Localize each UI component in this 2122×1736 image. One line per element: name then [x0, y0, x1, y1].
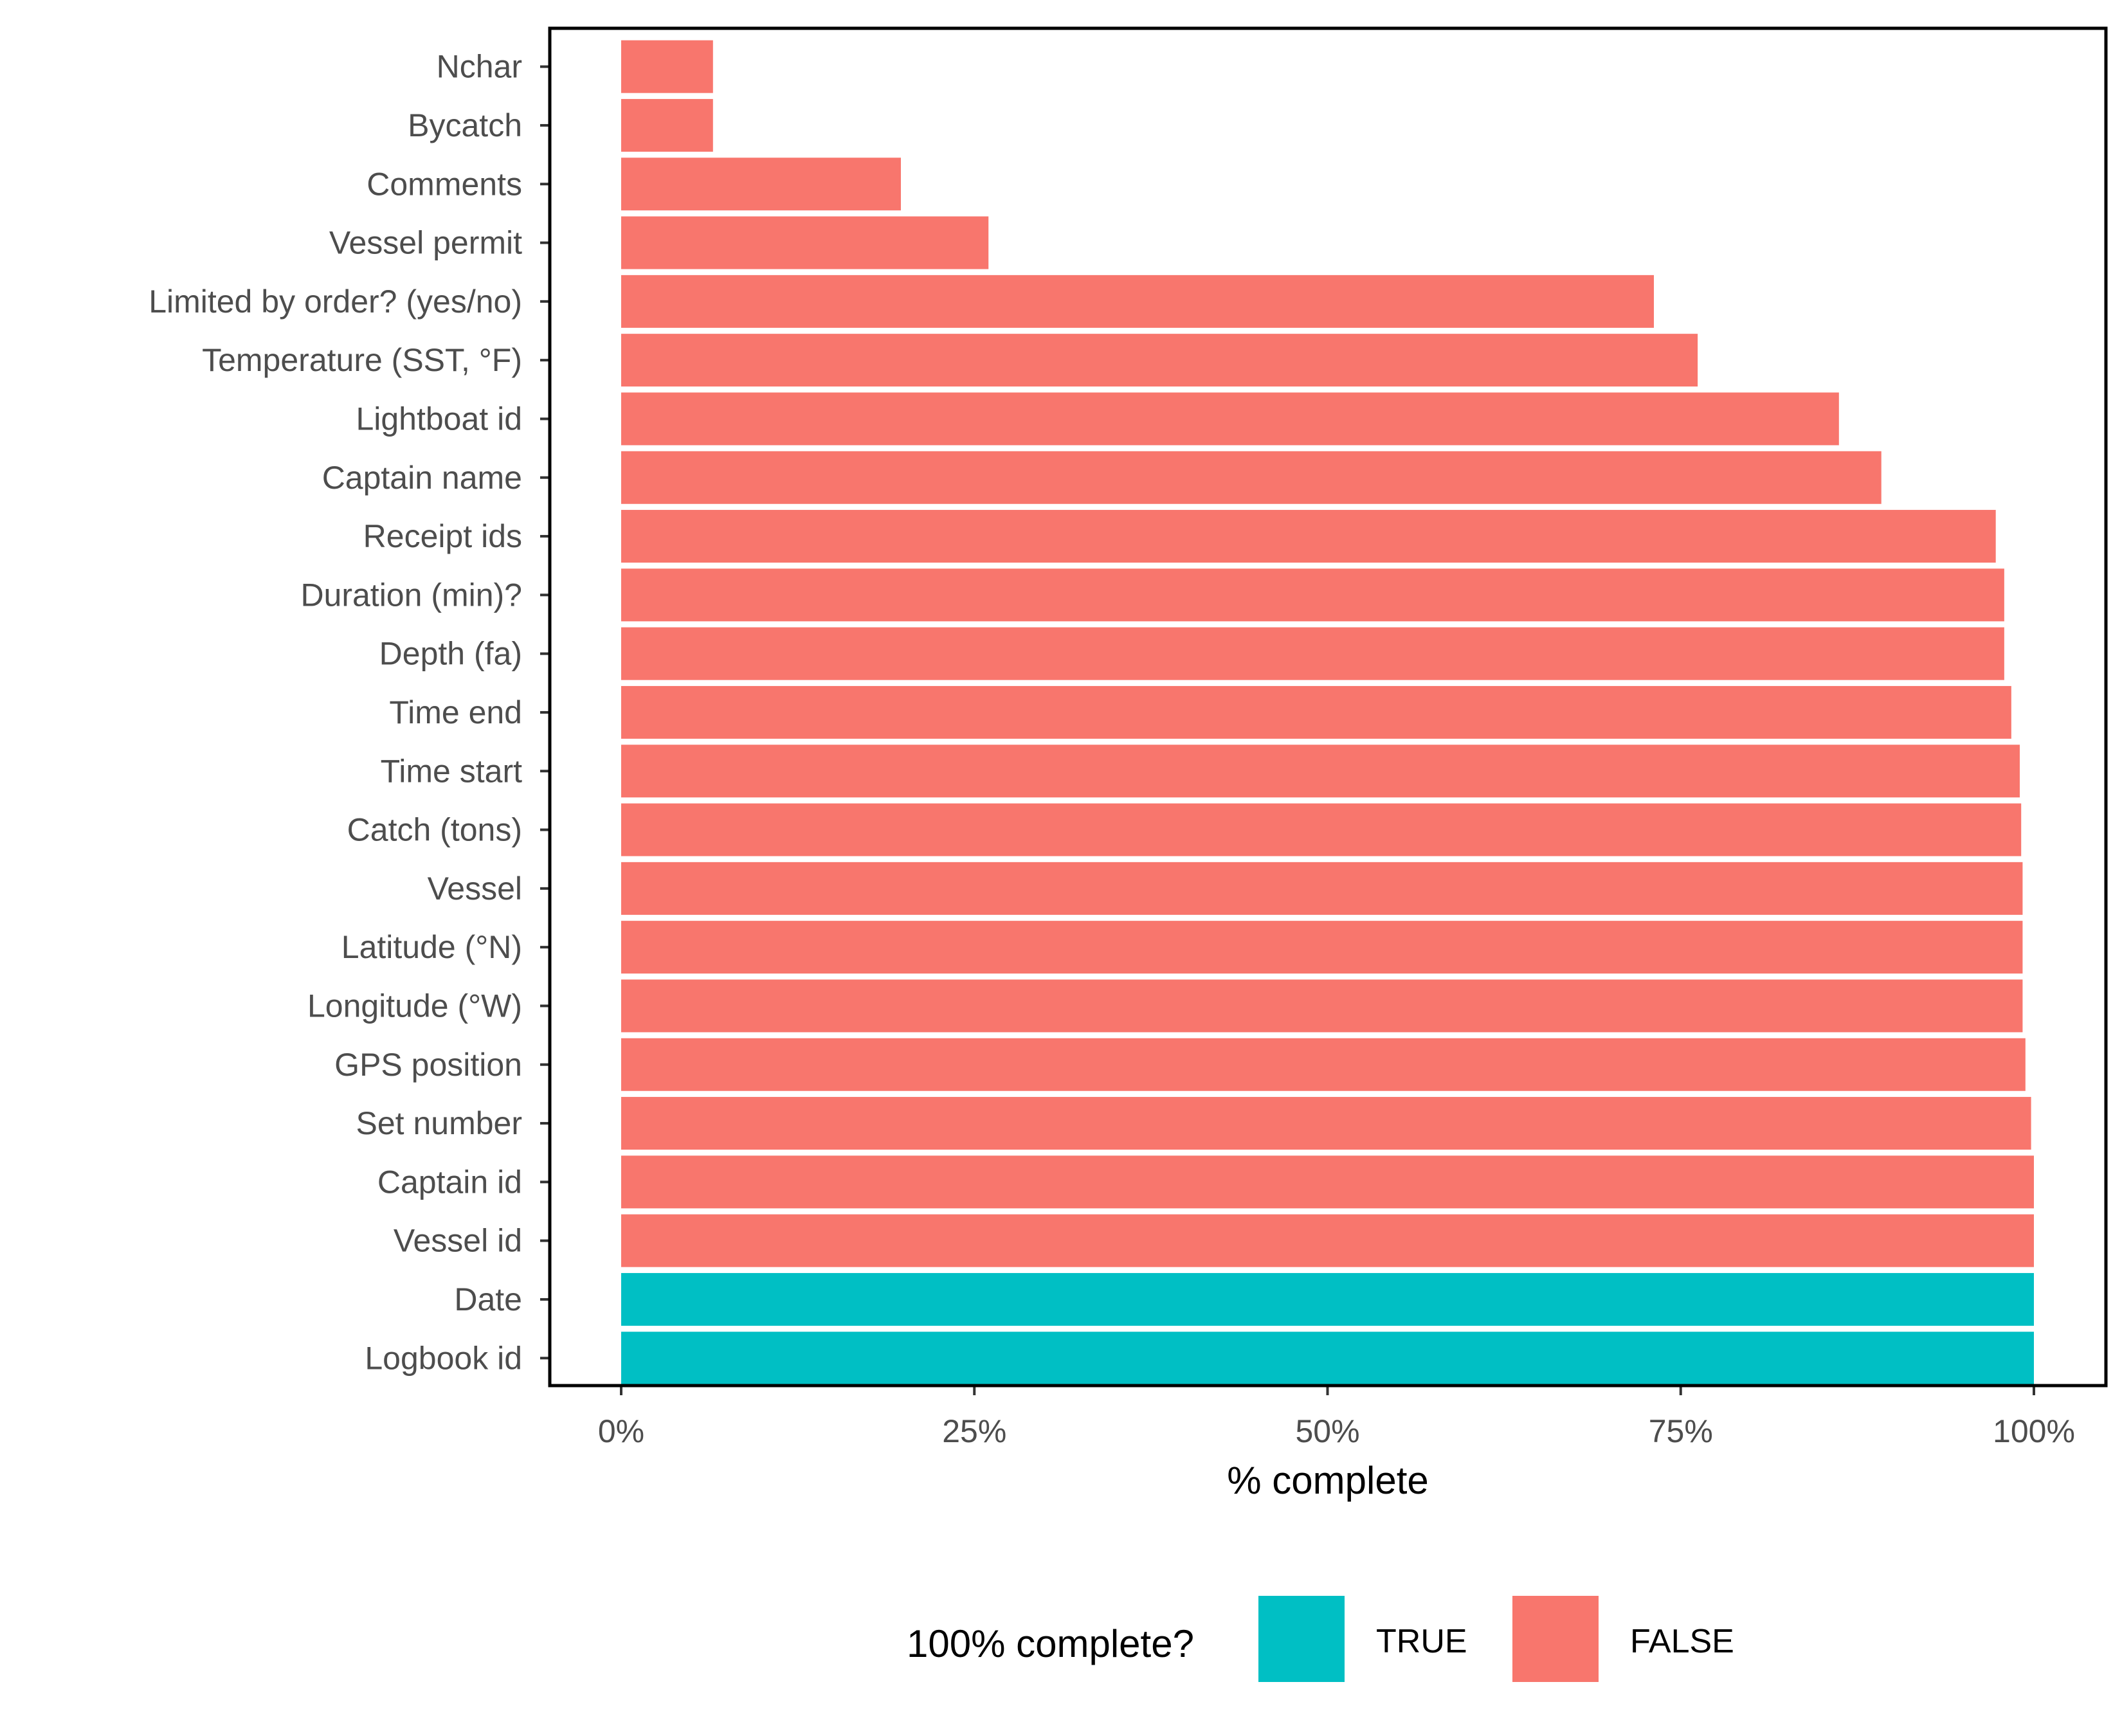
y-tick-label: Vessel id	[394, 1223, 522, 1259]
y-tick-label: Captain id	[377, 1164, 522, 1200]
bar	[621, 1332, 2034, 1385]
bar	[621, 1155, 2034, 1209]
bar	[621, 685, 2011, 739]
bar	[621, 334, 1698, 387]
plot-border	[548, 26, 2108, 1388]
y-tick-label: Vessel permit	[329, 225, 522, 261]
bar	[621, 1097, 2031, 1150]
y-tick-label: Latitude (°N)	[341, 929, 522, 965]
y-tick-label: Time end	[389, 694, 522, 730]
legend-label: FALSE	[1630, 1623, 1734, 1660]
bar	[621, 158, 902, 211]
y-tick-label: Vessel	[428, 871, 522, 907]
y-tick-label: Bycatch	[408, 107, 522, 143]
bar	[621, 745, 2020, 798]
y-tick-label: Nchar	[437, 49, 522, 85]
bar	[621, 921, 2023, 974]
y-axis: Nchar Bycatch Comments Vessel permit Limited…	[149, 49, 550, 1376]
bar	[621, 568, 2004, 622]
legend-key	[1512, 1596, 1599, 1682]
x-axis-title: % complete	[1227, 1459, 1428, 1502]
x-tick-label: 0%	[598, 1413, 644, 1449]
y-tick-label: Comments	[367, 166, 522, 202]
y-tick-label: GPS position	[334, 1047, 522, 1083]
bars-layer	[621, 40, 2034, 1385]
y-tick-label: Logbook id	[365, 1340, 522, 1376]
x-axis: 0% 25% 50% 75% 100%	[598, 1386, 2075, 1449]
y-tick-label: Time start	[381, 753, 522, 789]
bar	[621, 862, 2023, 915]
x-tick-label: 100%	[1993, 1413, 2075, 1449]
bar	[621, 451, 1882, 504]
y-tick-label: Date	[454, 1281, 522, 1317]
y-tick-label: Catch (tons)	[347, 812, 522, 848]
y-tick-label: Lightboat id	[356, 401, 522, 437]
x-tick-label: 25%	[942, 1413, 1006, 1449]
legend: 100% complete? TRUE FALSE	[907, 1596, 1734, 1682]
bar	[621, 40, 713, 93]
y-tick-label: Set number	[356, 1105, 522, 1141]
x-tick-label: 50%	[1295, 1413, 1359, 1449]
y-tick-label: Temperature (SST, °F)	[202, 342, 522, 378]
y-tick-label: Captain name	[322, 460, 522, 496]
legend-title: 100% complete?	[907, 1622, 1194, 1665]
x-tick-label: 75%	[1649, 1413, 1713, 1449]
y-tick-label: Depth (fa)	[379, 636, 522, 672]
y-tick-label: Limited by order? (yes/no)	[149, 284, 522, 320]
bar	[621, 1214, 2034, 1267]
bar	[621, 275, 1655, 328]
bar	[621, 979, 2023, 1033]
bar	[621, 627, 2004, 680]
y-tick-label: Receipt ids	[363, 518, 522, 554]
y-tick-label: Duration (min)?	[300, 577, 522, 613]
bar	[621, 98, 713, 152]
legend-label: TRUE	[1376, 1623, 1467, 1660]
bar	[621, 803, 2022, 856]
bar	[621, 216, 989, 269]
bar	[621, 510, 1996, 563]
bar	[621, 392, 1839, 446]
y-tick-label: Longitude (°W)	[307, 988, 522, 1024]
bar	[621, 1038, 2026, 1091]
bar	[621, 1272, 2034, 1326]
legend-key	[1258, 1596, 1345, 1682]
